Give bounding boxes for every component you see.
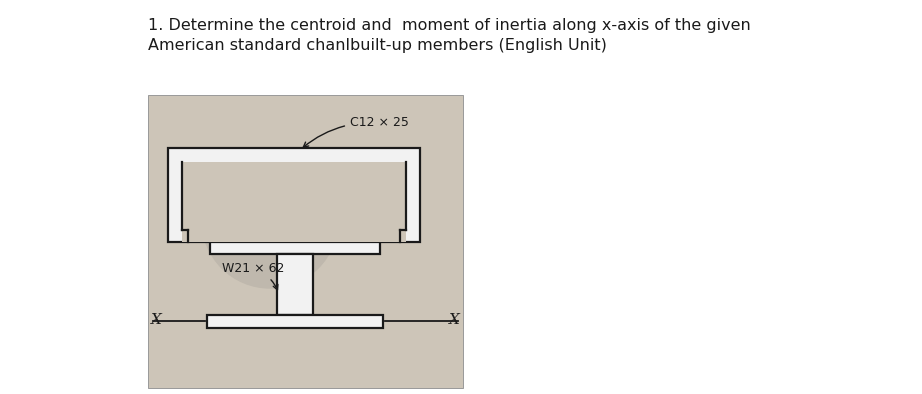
Text: American standard chanlbuilt-up members (English Unit): American standard chanlbuilt-up members … (148, 38, 607, 53)
Text: W21 × 62: W21 × 62 (222, 262, 284, 290)
Bar (168, 148, 420, 242)
Text: X: X (151, 313, 162, 327)
Bar (210, 242, 380, 254)
Bar (148, 95, 463, 388)
Text: X: X (449, 313, 460, 327)
Bar (207, 315, 383, 328)
Text: C12 × 25: C12 × 25 (303, 116, 408, 147)
Bar (277, 254, 313, 315)
Circle shape (202, 152, 338, 288)
Text: 1. Determine the centroid and  moment of inertia along x-axis of the given: 1. Determine the centroid and moment of … (148, 18, 751, 33)
Bar (182, 162, 406, 242)
